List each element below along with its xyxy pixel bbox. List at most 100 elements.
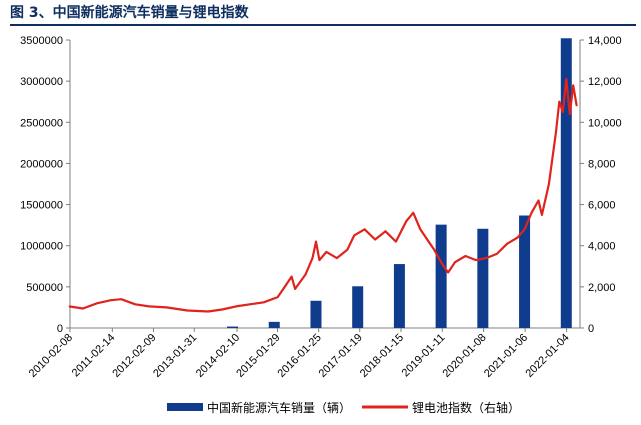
index-point <box>419 228 421 230</box>
x-tick-label: 2015-01-29 <box>234 332 282 380</box>
sales-bar <box>477 228 489 328</box>
index-point <box>555 131 557 134</box>
index-point <box>464 255 467 257</box>
index-point <box>249 303 251 305</box>
right-tick-label: 8,000 <box>588 158 616 170</box>
index-point <box>548 183 550 185</box>
bar-series <box>227 38 572 328</box>
right-tick-label: 12,000 <box>588 76 622 88</box>
sales-bar <box>268 321 280 328</box>
legend-bar-label: 中国新能源汽车销量（辆） <box>207 400 351 415</box>
index-point <box>207 310 209 313</box>
index-point <box>496 253 498 255</box>
index-point <box>572 84 574 86</box>
x-tick-label: 2020-01-08 <box>440 332 488 380</box>
left-tick-label: 1000000 <box>20 241 63 253</box>
left-tick-label: 500000 <box>26 282 63 294</box>
sales-bar <box>227 326 239 328</box>
index-point <box>304 273 307 276</box>
index-point <box>221 308 223 311</box>
left-axis-ticks: 0 500000 1000000 1500000 2000000 2500000 30000… <box>20 35 70 335</box>
index-point <box>336 257 338 259</box>
right-axis-ticks: 0 2,000 4,000 6,000 8,000 10,000 12,000 14,000 <box>580 35 622 335</box>
title-rule <box>10 24 636 26</box>
index-point <box>558 101 560 103</box>
index-point <box>364 228 366 230</box>
sales-bar <box>560 38 572 328</box>
index-point <box>433 249 435 251</box>
index-point <box>569 113 571 115</box>
sales-bar <box>435 224 447 328</box>
index-point <box>530 212 533 214</box>
index-point <box>537 199 540 202</box>
index-point <box>541 214 543 216</box>
index-point <box>315 241 317 243</box>
right-tick-label: 4,000 <box>588 241 616 253</box>
sales-bar <box>352 286 364 328</box>
index-line <box>68 77 578 313</box>
index-point <box>454 261 456 263</box>
legend-bar-swatch <box>167 403 203 411</box>
index-point <box>263 301 265 303</box>
x-axis-ticks: 2010-02-082011-02-142012-02-092013-01-31… <box>27 328 572 380</box>
left-tick-label: 2000000 <box>20 158 63 170</box>
index-point <box>294 288 296 290</box>
index-point <box>134 303 136 305</box>
sales-bar <box>393 264 405 328</box>
line-series <box>68 77 578 313</box>
figure-title: 图 3、中国新能源汽车销量与锂电指数 <box>10 5 249 21</box>
plot-frame <box>69 40 581 329</box>
index-point <box>325 251 328 253</box>
index-point <box>318 259 321 261</box>
index-point <box>517 236 519 239</box>
index-point <box>562 111 564 113</box>
legend-line-label: 锂电池指数（右轴） <box>412 400 520 415</box>
index-point <box>523 228 526 230</box>
sales-bar <box>519 215 531 328</box>
index-point <box>96 302 98 304</box>
index-point <box>291 275 293 278</box>
index-point <box>346 249 348 251</box>
index-point <box>506 243 508 245</box>
index-point <box>353 234 355 237</box>
index-point <box>186 309 188 312</box>
right-tick-label: 10,000 <box>588 117 622 129</box>
left-tick-label: 3500000 <box>20 35 63 47</box>
right-tick-label: 14,000 <box>588 35 622 47</box>
index-point <box>426 238 428 241</box>
x-tick-label: 2010-02-08 <box>27 332 75 380</box>
index-point <box>148 305 150 307</box>
index-point <box>447 271 449 274</box>
index-point <box>475 259 477 261</box>
x-tick-label: 2018-01-15 <box>358 332 406 380</box>
index-point <box>395 241 397 243</box>
index-point <box>165 306 168 309</box>
index-point <box>277 296 279 298</box>
index-point <box>68 305 70 307</box>
x-tick-label: 2017-01-19 <box>317 332 365 380</box>
index-point <box>82 307 84 310</box>
right-tick-label: 6,000 <box>588 200 616 212</box>
index-point <box>235 305 237 307</box>
index-point <box>576 105 578 107</box>
index-point <box>384 230 387 232</box>
sales-bar <box>310 300 322 328</box>
index-point <box>405 220 407 222</box>
index-point <box>120 298 122 300</box>
index-point <box>374 238 376 241</box>
left-tick-label: 2500000 <box>20 117 63 129</box>
right-tick-label: 2,000 <box>588 282 616 294</box>
left-tick-label: 1500000 <box>20 200 63 212</box>
x-tick-label: 2013-01-31 <box>151 332 199 380</box>
x-tick-label: 2021-01-06 <box>482 332 530 380</box>
index-point <box>412 212 414 214</box>
index-point <box>565 78 567 80</box>
index-point <box>284 286 286 288</box>
left-tick-label: 3000000 <box>20 76 63 88</box>
left-tick-label: 0 <box>57 323 63 335</box>
legend: 中国新能源汽车销量（辆） 锂电池指数（右轴） <box>167 400 520 415</box>
index-point <box>311 257 314 259</box>
index-point <box>110 299 112 301</box>
